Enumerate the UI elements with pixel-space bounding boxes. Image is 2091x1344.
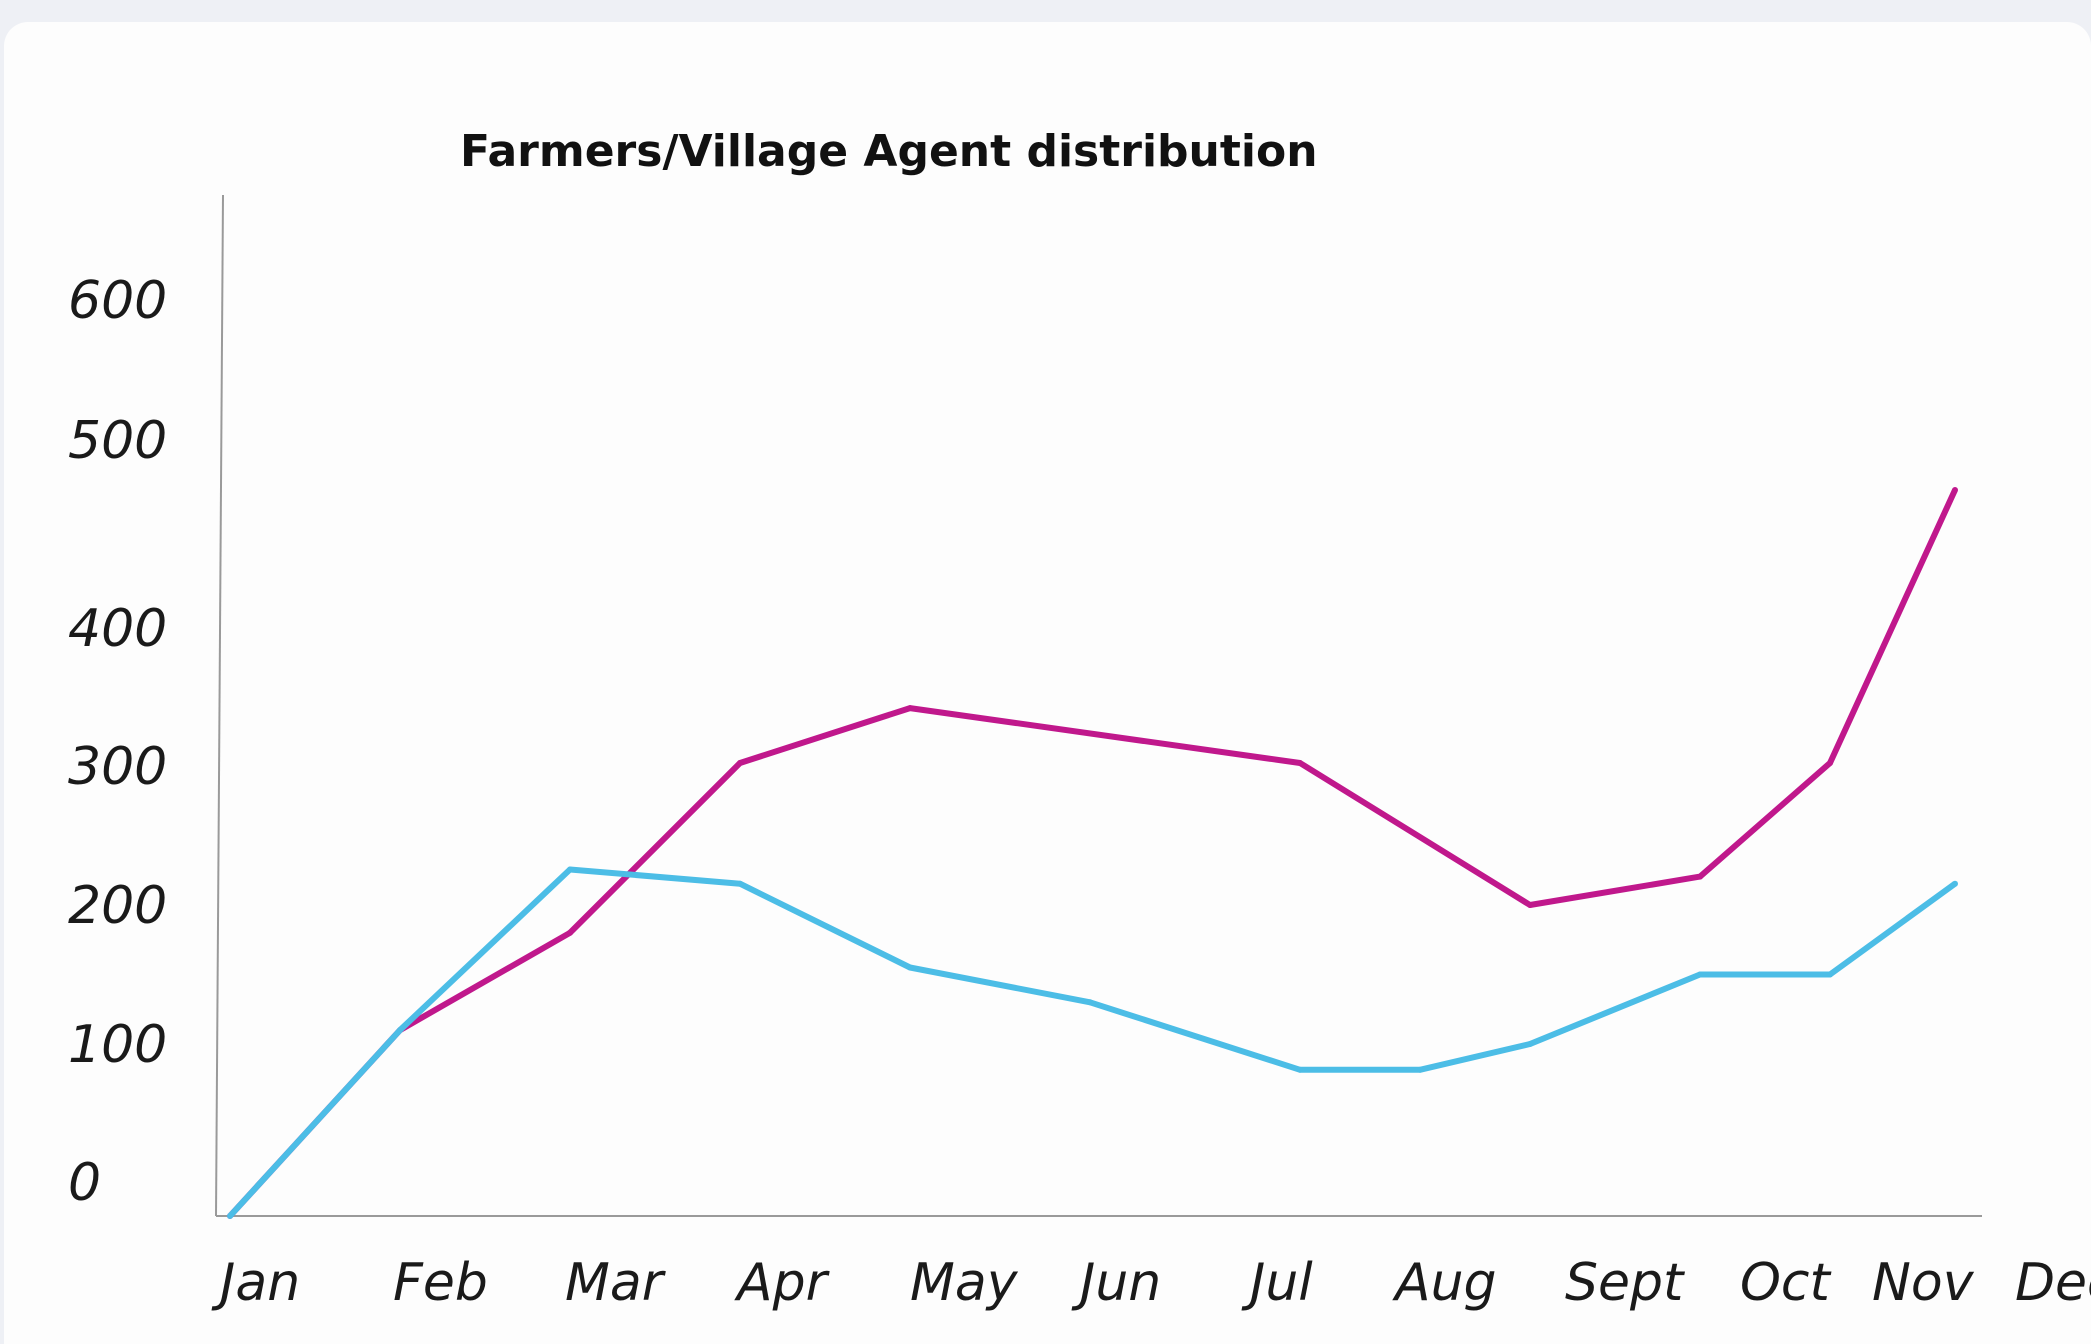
- data-point: [1697, 873, 1703, 880]
- y-tick-label: 200: [68, 876, 167, 936]
- data-point: [1297, 760, 1303, 766]
- data-point: [1952, 487, 1958, 493]
- y-tick-label: 0: [68, 1153, 101, 1213]
- y-tick-label: 400: [68, 599, 167, 659]
- y-tick-labels: 0 100 200 300 400 500 600: [68, 271, 167, 1213]
- series-line-1: [227, 488, 1958, 1219]
- x-tick-label: Oct: [1740, 1253, 1832, 1313]
- data-point: [1952, 880, 1958, 887]
- data-point: [1527, 902, 1533, 908]
- data-point: [227, 1213, 233, 1219]
- chart-card: [4, 22, 2091, 1344]
- x-tick-label: Jan: [211, 1253, 300, 1313]
- y-axis-line: [215, 194, 224, 1217]
- data-point: [567, 929, 573, 936]
- x-tick-label: Mar: [565, 1253, 667, 1313]
- data-point: [1827, 971, 1833, 978]
- x-tick-label: Feb: [393, 1253, 488, 1313]
- data-point: [1697, 971, 1703, 978]
- series-lines: [227, 487, 1958, 1219]
- x-tick-labels: Jan Feb Mar Apr May Jun Jul Aug Sept Oct Nov Dec: [211, 1253, 2091, 1313]
- x-tick-label: Apr: [734, 1253, 831, 1313]
- data-point: [1827, 760, 1833, 766]
- x-tick-label: Sept: [1565, 1253, 1685, 1313]
- data-point: [907, 964, 913, 971]
- chart-title: Farmers/Village Agent distribution: [460, 126, 1318, 177]
- data-point: [907, 705, 913, 712]
- x-tick-label: Nov: [1872, 1253, 1975, 1313]
- y-tick-label: 600: [68, 271, 167, 331]
- x-tick-label: Jun: [1071, 1253, 1161, 1313]
- x-tick-label: Aug: [1392, 1253, 1497, 1313]
- data-point: [567, 866, 573, 873]
- data-point: [397, 1027, 403, 1034]
- x-tick-label: Jul: [1241, 1253, 1313, 1313]
- data-point: [737, 760, 743, 766]
- series-line-2: [227, 866, 1957, 1219]
- y-tick-label: 500: [68, 411, 167, 471]
- data-point: [1417, 1066, 1423, 1073]
- x-tick-label: May: [910, 1253, 1019, 1313]
- data-point: [1087, 999, 1093, 1006]
- y-tick-label: 100: [68, 1015, 167, 1075]
- data-point: [1527, 1041, 1533, 1047]
- data-point: [1297, 1066, 1303, 1073]
- data-point: [737, 880, 743, 887]
- x-tick-label: Dec: [2015, 1253, 2091, 1313]
- y-tick-label: 300: [68, 737, 167, 797]
